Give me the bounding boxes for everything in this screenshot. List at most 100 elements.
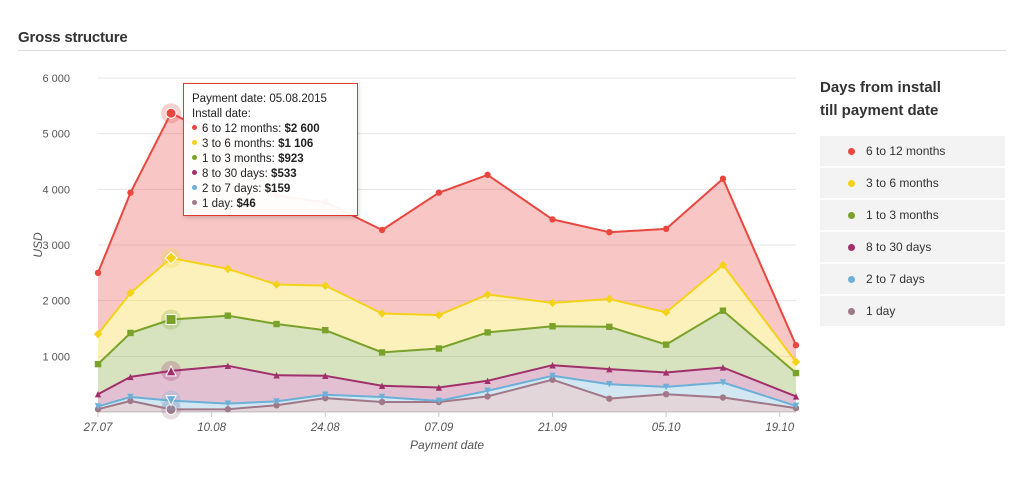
legend-dot-icon [848, 179, 855, 187]
data-point [378, 393, 386, 401]
legend-item-6-to-12-months[interactable]: 6 to 12 months [820, 136, 1005, 166]
tooltip-header: Payment date: 05.08.2015 [192, 93, 327, 105]
data-point [165, 395, 177, 407]
data-point [484, 377, 491, 385]
data-point [127, 373, 134, 381]
legend-title-line-2: till payment date [820, 102, 939, 119]
legend: 6 to 12 months 3 to 6 months 1 to 3 mont… [820, 136, 1005, 328]
tooltip-row: 2 to 7 days: $159 [192, 182, 349, 197]
data-point [792, 342, 800, 349]
data-point [321, 281, 330, 290]
legend-title-line-1: Days from install [820, 79, 941, 96]
y-tick-label: 6 000 [42, 73, 70, 85]
tooltip-subheader: Install date: [192, 108, 251, 120]
x-tick-label: 05.10 [652, 422, 681, 434]
y-tick-label: 5 000 [42, 129, 70, 141]
data-point [549, 372, 556, 380]
data-point [165, 314, 177, 326]
data-point [719, 364, 727, 371]
data-point [662, 225, 670, 233]
data-point [322, 372, 329, 380]
data-point [549, 216, 556, 223]
legend-title: Days from install till payment date [820, 76, 1000, 122]
data-point [273, 398, 280, 405]
data-point [792, 369, 800, 377]
line-3-to-6-months [97, 257, 797, 363]
data-point [719, 394, 727, 401]
area-1-to-3-months [98, 310, 796, 397]
legend-item-1-to-3-months[interactable]: 1 to 3 months [820, 200, 1005, 230]
legend-item-label: 6 to 12 months [866, 144, 946, 158]
line-1-to-3-months [97, 309, 797, 374]
y-axis-title: USD [31, 232, 45, 258]
data-point [322, 326, 329, 334]
legend-item-label: 2 to 7 days [866, 272, 925, 286]
line-6-to-12-months [97, 112, 797, 346]
data-point [94, 269, 102, 277]
area-3-to-6-months [98, 258, 796, 373]
page-title: Gross structure [18, 29, 128, 46]
data-point [378, 349, 386, 356]
tooltip-row-label: 8 to 30 days: [202, 168, 272, 180]
y-tick-label: 2 000 [42, 296, 70, 308]
data-point [548, 298, 557, 308]
tooltip-row-label: 6 to 12 months: [202, 123, 285, 135]
data-point [484, 393, 491, 400]
x-tick-label: 27.07 [83, 422, 113, 434]
legend-item-1-day[interactable]: 1 day [820, 296, 1005, 326]
data-point [164, 251, 178, 265]
data-point [126, 288, 135, 298]
data-point [378, 398, 386, 406]
legend-item-2-to-7-days[interactable]: 2 to 7 days [820, 264, 1005, 294]
data-point [378, 226, 386, 234]
data-point [606, 395, 613, 402]
data-point [94, 403, 102, 410]
data-point [273, 320, 280, 328]
data-point [606, 228, 613, 236]
legend-item-3-to-6-months[interactable]: 3 to 6 months [820, 168, 1005, 198]
data-point [165, 107, 177, 119]
legend-item-label: 3 to 6 months [866, 176, 939, 190]
tooltip-row-value: $1 106 [278, 138, 314, 150]
data-point [94, 360, 102, 368]
legend-item-8-to-30-days[interactable]: 8 to 30 days [820, 232, 1005, 262]
tooltip-row-value: $46 [236, 198, 256, 210]
tooltip-row-label: 1 to 3 months: [202, 153, 279, 165]
x-tick-label: 24.08 [310, 422, 340, 434]
data-point [718, 260, 728, 270]
data-point [606, 323, 613, 331]
data-point [605, 294, 614, 304]
tooltip-dot-icon [192, 140, 197, 146]
data-point [435, 384, 443, 391]
legend-dot-icon [848, 211, 855, 219]
line-1-day [97, 378, 797, 411]
data-point [719, 379, 727, 386]
data-point [484, 171, 491, 179]
data-point [792, 393, 800, 400]
data-point [662, 369, 670, 376]
legend-item-label: 8 to 30 days [866, 240, 932, 254]
data-point [484, 387, 491, 395]
data-point [435, 189, 443, 196]
data-point [94, 390, 102, 398]
data-point [223, 264, 233, 274]
data-point [224, 362, 232, 369]
tooltip-row-value: $159 [264, 183, 291, 195]
line-2-to-7-days [97, 374, 797, 408]
data-point [435, 345, 443, 352]
chart-tooltip: Payment date: 05.08.2015 Install date: 6… [183, 83, 358, 216]
data-point [606, 365, 613, 373]
y-tick-label: 4 000 [42, 184, 70, 196]
tooltip-row-value: $533 [271, 168, 297, 180]
tooltip-row-label: 3 to 6 months: [202, 138, 279, 150]
data-point [93, 329, 103, 339]
data-point [662, 341, 670, 348]
tooltip-row: 8 to 30 days: $533 [192, 167, 349, 182]
tooltip-dot-icon [192, 125, 197, 131]
legend-dot-icon [848, 243, 855, 251]
data-point [435, 397, 443, 405]
tooltip-row: 3 to 6 months: $1 106 [192, 137, 349, 152]
x-tick-label: 07.09 [424, 422, 453, 434]
data-point [322, 391, 329, 398]
tooltip-row-label: 2 to 7 days: [202, 183, 265, 195]
